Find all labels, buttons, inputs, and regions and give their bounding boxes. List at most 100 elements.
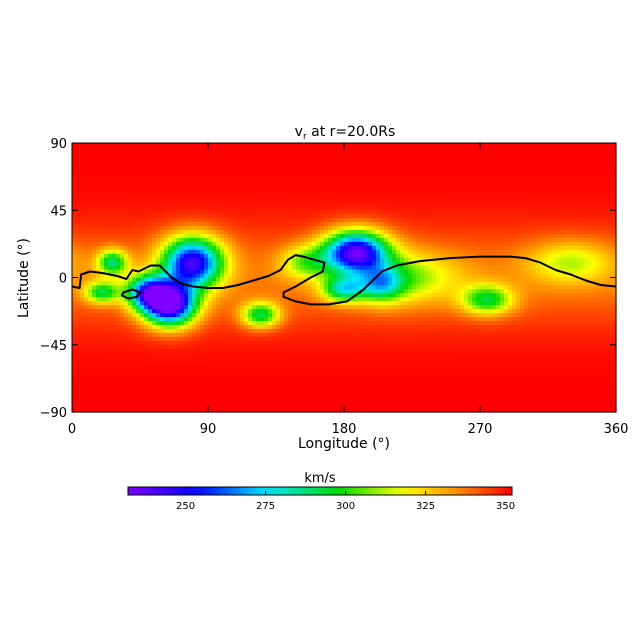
heatmap-cell: [392, 230, 397, 235]
heatmap-cell: [188, 166, 193, 172]
heatmap-cell: [612, 170, 617, 176]
heatmap-cell: [240, 210, 245, 215]
heatmap-cell: [352, 253, 357, 259]
heatmap-cell: [400, 226, 405, 231]
heatmap-cell: [120, 186, 125, 192]
heatmap-cell: [536, 210, 541, 215]
heatmap-cell: [108, 154, 113, 160]
heatmap-cell: [88, 194, 93, 199]
heatmap-cell: [100, 146, 105, 152]
heatmap-cell: [476, 269, 481, 275]
heatmap-cell: [344, 202, 349, 207]
heatmap-cell: [584, 174, 589, 180]
heatmap-cell: [192, 210, 197, 215]
heatmap-cell: [220, 230, 225, 235]
heatmap-cell: [256, 222, 261, 227]
heatmap-cell: [248, 143, 253, 148]
heatmap-cell: [204, 277, 209, 283]
heatmap-cell: [132, 210, 137, 215]
heatmap-cell: [456, 241, 461, 247]
heatmap-cell: [92, 143, 97, 148]
heatmap-cell: [400, 257, 405, 263]
heatmap-cell: [188, 261, 193, 267]
heatmap-cell: [276, 170, 281, 176]
heatmap-cell: [412, 241, 417, 247]
heatmap-cell: [304, 150, 309, 156]
heatmap-cell: [408, 194, 413, 199]
heatmap-cell: [548, 166, 553, 172]
heatmap-cell: [552, 273, 557, 279]
heatmap-cell: [420, 166, 425, 172]
heatmap-cell: [88, 154, 93, 160]
heatmap-cell: [500, 222, 505, 227]
heatmap-cell: [164, 222, 169, 227]
heatmap-cell: [364, 162, 369, 168]
heatmap-cell: [92, 245, 97, 251]
heatmap-cell: [456, 198, 461, 203]
heatmap-cell: [252, 170, 257, 176]
heatmap-cell: [288, 170, 293, 176]
heatmap-cell: [184, 186, 189, 192]
heatmap-cell: [184, 222, 189, 227]
heatmap-cell: [356, 154, 361, 160]
heatmap-cell: [532, 174, 537, 180]
heatmap-cell: [500, 273, 505, 279]
heatmap-cell: [440, 206, 445, 211]
heatmap-cell: [268, 222, 273, 227]
heatmap-cell: [368, 222, 373, 227]
heatmap-cell: [588, 230, 593, 235]
heatmap-cell: [572, 166, 577, 172]
heatmap-cell: [72, 249, 77, 255]
heatmap-cell: [496, 143, 501, 148]
heatmap-cell: [160, 198, 165, 203]
heatmap-cell: [200, 222, 205, 227]
heatmap-cell: [348, 194, 353, 199]
heatmap-cell: [392, 226, 397, 231]
heatmap-cell: [208, 190, 213, 196]
heatmap-cell: [148, 190, 153, 196]
heatmap-cell: [352, 206, 357, 211]
heatmap-cell: [472, 166, 477, 172]
heatmap-cell: [432, 206, 437, 211]
heatmap-cell: [580, 245, 585, 251]
heatmap-cell: [608, 186, 613, 192]
heatmap-cell: [404, 214, 409, 219]
heatmap-cell: [596, 190, 601, 196]
heatmap-cell: [568, 162, 573, 168]
heatmap-cell: [528, 249, 533, 255]
heatmap-cell: [248, 285, 253, 290]
heatmap-cell: [244, 241, 249, 247]
heatmap-cell: [212, 261, 217, 267]
heatmap-cell: [276, 202, 281, 207]
heatmap-cell: [124, 174, 129, 180]
heatmap-cell: [292, 174, 297, 180]
heatmap-cell: [108, 178, 113, 184]
heatmap-cell: [72, 222, 77, 227]
heatmap-cell: [312, 269, 317, 275]
heatmap-cell: [464, 202, 469, 207]
heatmap-cell: [400, 186, 405, 192]
heatmap-cell: [388, 237, 393, 243]
heatmap-cell: [216, 218, 221, 223]
heatmap-cell: [356, 273, 361, 279]
heatmap-cell: [148, 210, 153, 215]
heatmap-cell: [488, 158, 493, 164]
heatmap-cell: [132, 182, 137, 188]
heatmap-cell: [72, 261, 77, 267]
heatmap-cell: [252, 261, 257, 267]
heatmap-cell: [564, 277, 569, 283]
heatmap-cell: [536, 277, 541, 283]
heatmap-cell: [412, 143, 417, 148]
heatmap-cell: [348, 162, 353, 168]
heatmap-cell: [120, 182, 125, 188]
heatmap-cell: [460, 206, 465, 211]
heatmap-cell: [340, 178, 345, 184]
heatmap-cell: [116, 198, 121, 203]
heatmap-cell: [388, 190, 393, 196]
heatmap-cell: [348, 273, 353, 279]
heatmap-cell: [436, 146, 441, 152]
heatmap-cell: [184, 178, 189, 184]
heatmap-cell: [608, 222, 613, 227]
heatmap-cell: [288, 174, 293, 180]
heatmap-cell: [340, 186, 345, 192]
